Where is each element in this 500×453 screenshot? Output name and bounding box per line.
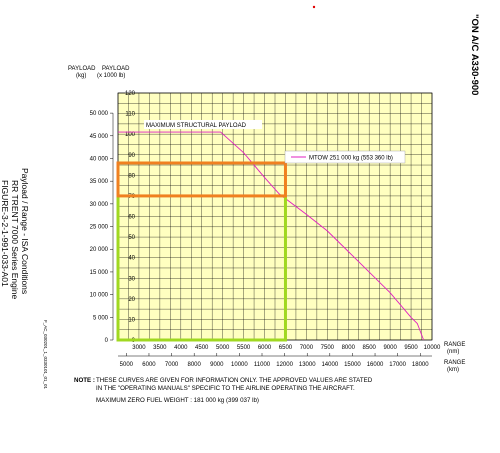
x-nm-tick-label: 7000 [300, 345, 314, 351]
x-nm-tick-label: 4000 [174, 345, 188, 351]
legend-box [284, 150, 406, 164]
x-km-tick-label: 12000 [276, 362, 293, 368]
x-nm-tick-label: 9000 [383, 345, 397, 351]
y-right-label-1: PAYLOAD [102, 66, 130, 72]
highlight-boxes [116, 161, 287, 342]
x-bottom-label-1: RANGE [444, 360, 465, 366]
y-kg-tick-label: 50 000 [90, 111, 109, 117]
x-top-label-2: (nm) [447, 349, 459, 355]
y-kg-tick-label: 45 000 [90, 134, 109, 140]
x-km-tick-label: 8000 [188, 362, 202, 368]
y-lb-tick-label: 120 [125, 91, 136, 97]
y-lb-tick-label: 100 [125, 132, 136, 138]
x-km-tick-label: 17000 [389, 362, 406, 368]
y-lb-tick-label: 50 [128, 235, 135, 241]
x-km-tick-label: 11000 [254, 362, 271, 368]
x-top-label-1: RANGE [444, 342, 465, 348]
series-layer [118, 131, 425, 341]
y-lb-tick-label: 60 [128, 215, 135, 221]
y-kg-tick-label: 10 000 [90, 293, 109, 299]
y-lb-tick-label: 10 [128, 317, 135, 323]
x-km-tick-label: 14000 [321, 362, 338, 368]
doc-reference: F_AC_030201_1_0330101_01_01 [43, 320, 48, 390]
red-marker-dot [312, 5, 316, 9]
x-nm-tick-label: 3500 [153, 345, 167, 351]
x-nm-tick-label: 5000 [216, 345, 230, 351]
x-km-tick-label: 5000 [120, 362, 134, 368]
y-lb-tick-label: 40 [128, 256, 135, 262]
x-nm-tick-label: 9500 [404, 345, 418, 351]
x-nm-tick-label: 8500 [363, 345, 377, 351]
y-lb-tick-label: 90 [128, 153, 135, 159]
orange-highlight-box [116, 161, 287, 198]
max-payload-label-bg [144, 120, 262, 129]
legend-text: MTOW 251 000 kg (553 360 lb) [309, 156, 393, 162]
y-kg-tick-label: 5 000 [93, 315, 109, 321]
x-km-tick-label: 15000 [344, 362, 361, 368]
x-km-tick-label: 6000 [142, 362, 156, 368]
max-payload-annotation: MAXIMUM STRUCTURAL PAYLOAD [146, 123, 247, 129]
aircraft-header: "ON A/C A330-900 [469, 14, 480, 96]
side-title-line1: Payload / Range - ISA Conditions [20, 168, 30, 295]
green-highlight-box [116, 195, 287, 342]
x-km-tick-label: 9000 [210, 362, 224, 368]
y-left-label-2: (kg) [76, 73, 86, 79]
x-km-tick-label: 13000 [299, 362, 316, 368]
x-nm-tick-label: 6000 [258, 345, 272, 351]
x-km-tick-label: 18000 [412, 362, 429, 368]
y-kg-tick-label: 15 000 [90, 270, 109, 276]
y-kg-tick-label: 20 000 [90, 247, 109, 253]
x-nm-tick-label: 5500 [237, 345, 251, 351]
y-lb-tick-label: 30 [128, 276, 135, 282]
mtow-series-line [118, 131, 425, 341]
x-bottom-label-2: (km) [447, 367, 459, 373]
y-kg-tick-label: 0 [105, 338, 109, 344]
x-nm-tick-label: 6500 [279, 345, 293, 351]
side-title-line2: RR TRENT 7000 Series Engine [10, 180, 20, 300]
x-nm-tick-label: 4500 [195, 345, 209, 351]
mzfw-text: MAXIMUM ZERO FUEL WEIGHT : 181 000 kg (3… [96, 397, 259, 404]
y-left-label-1: PAYLOAD [68, 66, 96, 72]
y-kg-tick-label: 35 000 [90, 179, 109, 185]
x-nm-tick-label: 3000 [132, 345, 146, 351]
y-right-label-2: (x 1000 lb) [97, 73, 125, 79]
note-line-2: IN THE "OPERATING MANUALS" SPECIFIC TO T… [96, 385, 355, 392]
y-lb-tick-label: 20 [128, 297, 135, 303]
x-nm-tick-label: 10000 [424, 345, 441, 351]
y-kg-tick-label: 40 000 [90, 156, 109, 162]
x-nm-tick-label: 7500 [321, 345, 335, 351]
note-line-1: THESE CURVES ARE GIVEN FOR INFORMATION O… [96, 377, 373, 384]
y-lb-tick-label: 80 [128, 173, 135, 179]
x-km-tick-label: 10000 [231, 362, 248, 368]
x-nm-tick-label: 8000 [342, 345, 356, 351]
x-km-tick-label: 7000 [165, 362, 179, 368]
y-kg-tick-label: 25 000 [90, 225, 109, 231]
y-lb-tick-label: 110 [125, 112, 135, 118]
y-kg-tick-label: 30 000 [90, 202, 109, 208]
note-label: NOTE : [74, 377, 95, 384]
side-title-line3: FIGURE-3-2-1-991-033-A01 [0, 180, 10, 287]
x-km-tick-label: 16000 [367, 362, 384, 368]
